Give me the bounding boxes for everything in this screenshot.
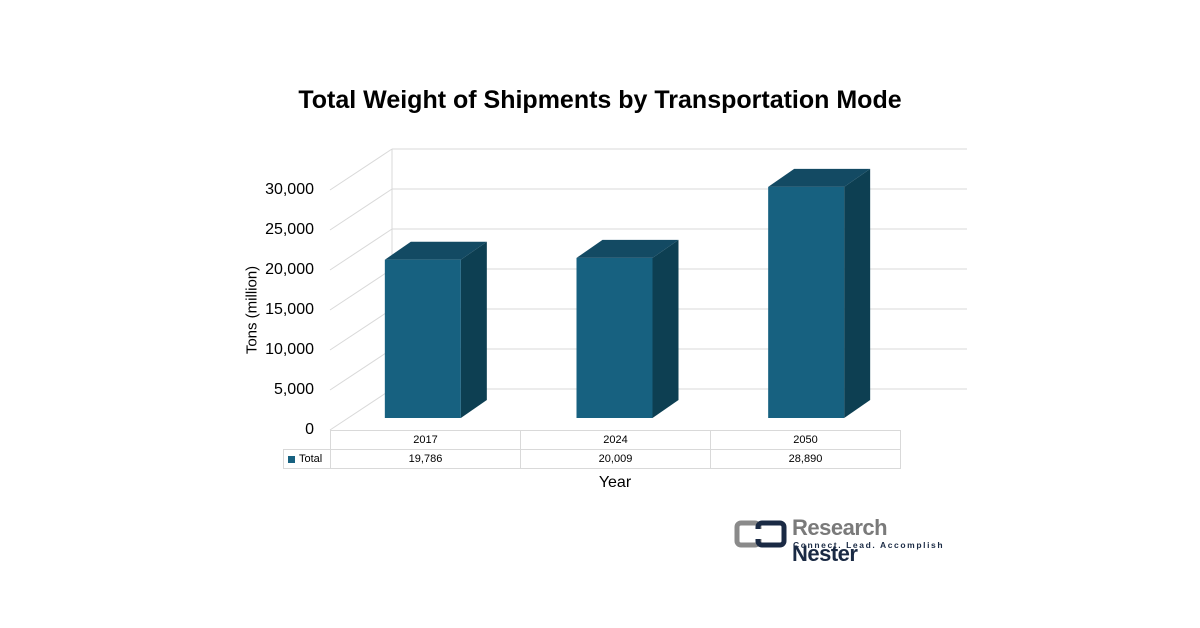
data-table-value: 20,009: [520, 449, 711, 469]
y-tick-label: 20,000: [265, 261, 314, 278]
data-table-category: 2024: [520, 430, 711, 450]
y-tick-label: 15,000: [265, 301, 314, 318]
bar: [576, 257, 653, 418]
side-wall-gridline: [329, 268, 393, 311]
chart-title: Total Weight of Shipments by Transportat…: [298, 86, 902, 114]
data-table-value: 28,890: [710, 449, 901, 469]
logo-name: Research Nester: [792, 515, 954, 567]
data-table-category: 2050: [710, 430, 901, 450]
bar-top-face: [768, 168, 871, 187]
side-wall-gridline: [329, 228, 393, 271]
bar-side-face: [652, 239, 679, 418]
y-tick-label: 10,000: [265, 341, 314, 358]
x-axis-label: Year: [598, 474, 632, 491]
bar: [768, 186, 845, 418]
data-table-series-label: Total: [283, 449, 331, 469]
y-tick-label: 5,000: [273, 381, 314, 398]
data-table-category: 2017: [330, 430, 521, 450]
y-tick-label: 25,000: [265, 221, 314, 238]
data-table-header-row: 2017 2024 2050: [283, 430, 901, 450]
logo-tagline: Connect. Lead. Accomplish: [793, 540, 945, 550]
side-wall-gridline: [329, 348, 393, 391]
logo-name-light: Research: [792, 515, 888, 540]
data-table-series-row: Total 19,786 20,009 28,890: [283, 449, 901, 469]
side-wall-gridline: [329, 308, 393, 351]
bar-top-face: [384, 241, 487, 260]
logo-name-dark: Nester: [792, 541, 858, 566]
data-table-corner: [283, 430, 331, 450]
legend-key: [288, 455, 295, 463]
legend-series-name: Total: [299, 453, 323, 465]
side-wall-gridline: [329, 148, 393, 191]
y-tick-label: 0: [305, 421, 314, 438]
side-wall-gridline: [329, 188, 393, 231]
bar-top-face: [576, 239, 679, 258]
side-wall-gridline: [329, 388, 393, 431]
bar: [384, 259, 461, 418]
data-table-value: 19,786: [330, 449, 521, 469]
bar-side-face: [844, 168, 871, 418]
bar-side-face: [460, 241, 487, 418]
y-tick-label: 30,000: [265, 181, 314, 198]
data-table: 2017 2024 2050 Total 19,786 20,009 28,89…: [283, 430, 901, 469]
brand-logo: Research Nester Connect. Lead. Accomplis…: [734, 515, 954, 566]
logo-mark-icon: [734, 520, 787, 548]
